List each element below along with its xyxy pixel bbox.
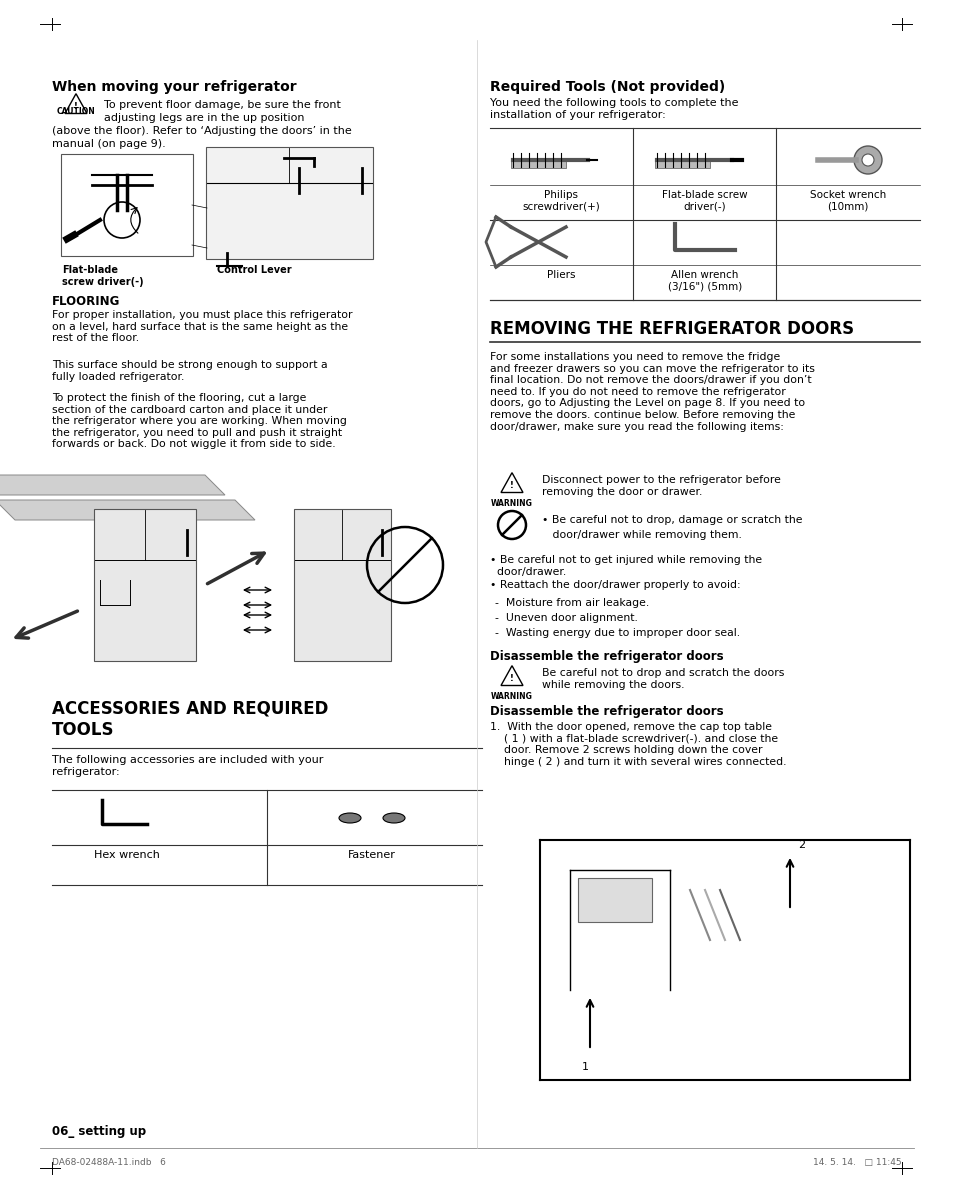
Text: Philips
screwdriver(+): Philips screwdriver(+) <box>521 190 599 212</box>
Text: manual (on page 9).: manual (on page 9). <box>52 139 166 149</box>
Bar <box>511 159 565 168</box>
Text: WARNING: WARNING <box>491 499 533 508</box>
Text: Disassemble the refrigerator doors: Disassemble the refrigerator doors <box>490 650 723 663</box>
Polygon shape <box>0 500 254 520</box>
Text: For proper installation, you must place this refrigerator
on a level, hard surfa: For proper installation, you must place … <box>52 311 352 343</box>
Text: To prevent floor damage, be sure the front: To prevent floor damage, be sure the fro… <box>104 100 340 109</box>
Text: Socket wrench
(10mm): Socket wrench (10mm) <box>809 190 885 212</box>
Text: Control Lever: Control Lever <box>216 265 292 275</box>
Text: 06_ setting up: 06_ setting up <box>52 1125 146 1138</box>
Bar <box>655 159 709 168</box>
FancyBboxPatch shape <box>61 154 193 256</box>
Text: !: ! <box>510 674 514 683</box>
Text: Disconnect power to the refrigerator before
removing the door or drawer.: Disconnect power to the refrigerator bef… <box>541 475 781 496</box>
Text: • Be careful not to get injured while removing the
  door/drawer.: • Be careful not to get injured while re… <box>490 555 761 577</box>
Text: To protect the finish of the flooring, cut a large
section of the cardboard cart: To protect the finish of the flooring, c… <box>52 393 347 450</box>
Text: The following accessories are included with your
refrigerator:: The following accessories are included w… <box>52 754 323 777</box>
Text: You need the following tools to complete the
installation of your refrigerator:: You need the following tools to complete… <box>490 98 738 120</box>
Text: -  Wasting energy due to improper door seal.: - Wasting energy due to improper door se… <box>495 628 740 638</box>
Text: adjusting legs are in the up position: adjusting legs are in the up position <box>104 113 304 123</box>
Polygon shape <box>0 475 225 495</box>
Text: Hex wrench: Hex wrench <box>94 850 160 860</box>
Text: • Reattach the door/drawer properly to avoid:: • Reattach the door/drawer properly to a… <box>490 580 740 590</box>
Text: -  Uneven door alignment.: - Uneven door alignment. <box>495 613 638 624</box>
FancyBboxPatch shape <box>94 509 195 660</box>
Text: -  Moisture from air leakage.: - Moisture from air leakage. <box>495 599 649 608</box>
Text: • Be careful not to drop, damage or scratch the: • Be careful not to drop, damage or scra… <box>541 515 801 525</box>
Text: 14. 5. 14.   □ 11:45: 14. 5. 14. □ 11:45 <box>813 1158 901 1167</box>
Circle shape <box>862 154 873 165</box>
Text: Flat-blade screw
driver(-): Flat-blade screw driver(-) <box>661 190 747 212</box>
Text: (above the floor). Refer to ‘Adjusting the doors’ in the: (above the floor). Refer to ‘Adjusting t… <box>52 126 352 136</box>
Text: Required Tools (Not provided): Required Tools (Not provided) <box>490 80 724 94</box>
FancyBboxPatch shape <box>294 509 391 660</box>
Text: For some installations you need to remove the fridge
and freezer drawers so you : For some installations you need to remov… <box>490 352 814 432</box>
Text: ACCESSORIES AND REQUIRED
TOOLS: ACCESSORIES AND REQUIRED TOOLS <box>52 700 328 739</box>
Text: 1: 1 <box>581 1061 588 1072</box>
FancyBboxPatch shape <box>578 878 651 922</box>
Text: REMOVING THE REFRIGERATOR DOORS: REMOVING THE REFRIGERATOR DOORS <box>490 320 853 338</box>
Text: Flat-blade
screw driver(-): Flat-blade screw driver(-) <box>62 265 144 287</box>
Text: !: ! <box>510 481 514 490</box>
Text: 2: 2 <box>797 840 804 850</box>
Text: CAUTION: CAUTION <box>56 107 95 115</box>
Text: Fastener: Fastener <box>348 850 395 860</box>
Text: door/drawer while removing them.: door/drawer while removing them. <box>541 530 741 540</box>
Text: This surface should be strong enough to support a
fully loaded refrigerator.: This surface should be strong enough to … <box>52 361 327 382</box>
FancyBboxPatch shape <box>206 148 373 259</box>
Text: 1.  With the door opened, remove the cap top table
    ( 1 ) with a flat-blade s: 1. With the door opened, remove the cap … <box>490 722 785 766</box>
Text: Disassemble the refrigerator doors: Disassemble the refrigerator doors <box>490 704 723 718</box>
Text: Allen wrench
(3/16") (5mm): Allen wrench (3/16") (5mm) <box>667 270 741 292</box>
Ellipse shape <box>338 813 360 823</box>
Text: Pliers: Pliers <box>546 270 575 280</box>
Text: DA68-02488A-11.indb   6: DA68-02488A-11.indb 6 <box>52 1158 166 1167</box>
Text: When moving your refrigerator: When moving your refrigerator <box>52 80 296 94</box>
Text: Be careful not to drop and scratch the doors
while removing the doors.: Be careful not to drop and scratch the d… <box>541 668 783 689</box>
Circle shape <box>853 146 882 174</box>
Text: !: ! <box>74 102 78 111</box>
Text: WARNING: WARNING <box>491 693 533 701</box>
Text: FLOORING: FLOORING <box>52 295 120 308</box>
Ellipse shape <box>382 813 405 823</box>
